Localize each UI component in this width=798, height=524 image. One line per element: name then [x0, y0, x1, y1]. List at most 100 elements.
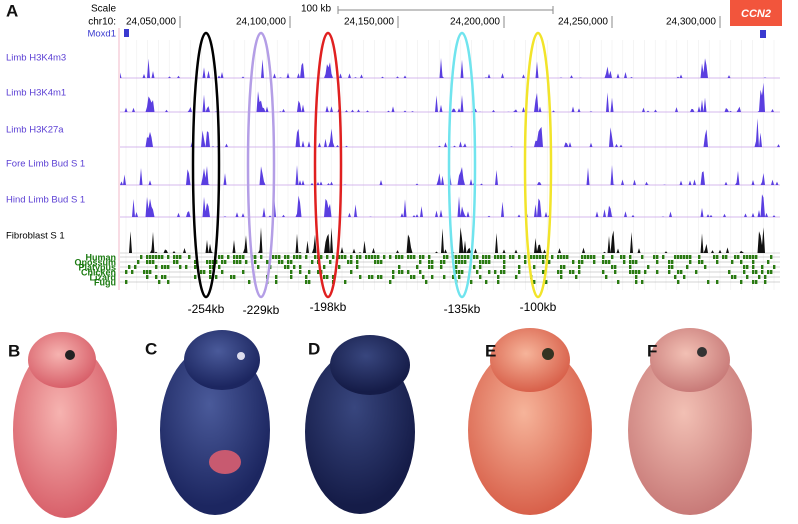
conservation-block: [542, 270, 545, 274]
conservation-block: [407, 255, 410, 259]
scale-bar-label: 100 kb: [301, 4, 331, 15]
conservation-block: [503, 270, 506, 274]
conservation-block: [713, 255, 716, 259]
conservation-block: [221, 255, 224, 259]
conservation-block: [488, 255, 491, 259]
gene-block: [760, 30, 766, 38]
conservation-block: [686, 255, 689, 259]
conservation-block: [299, 265, 302, 269]
conservation-block: [668, 260, 671, 264]
conservation-block: [488, 270, 491, 274]
conservation-block: [317, 270, 320, 274]
conservation-block: [758, 275, 761, 279]
embryo: [305, 335, 415, 514]
conservation-block: [188, 255, 191, 259]
conservation-block: [356, 255, 359, 259]
conservation-block: [686, 265, 689, 269]
conservation-block: [770, 270, 773, 274]
conservation-block: [614, 270, 617, 274]
track-label: Limb H3K4m1: [6, 88, 66, 99]
conservation-block: [218, 265, 221, 269]
conservation-block: [479, 275, 482, 279]
conservation-block: [512, 255, 515, 259]
conservation-block: [764, 280, 767, 284]
conservation-block: [305, 275, 308, 279]
conservation-block: [578, 270, 581, 274]
conservation-block: [338, 265, 341, 269]
conservation-block: [356, 265, 359, 269]
conservation-block: [173, 255, 176, 259]
conservation-block: [176, 260, 179, 264]
region-ellipse: [447, 31, 477, 299]
conservation-block: [611, 255, 614, 259]
conservation-block: [215, 260, 218, 264]
conservation-block: [401, 270, 404, 274]
conservation-block: [698, 255, 701, 259]
conservation-block: [494, 255, 497, 259]
conservation-block: [149, 270, 152, 274]
conservation-block: [743, 255, 746, 259]
conservation-block: [632, 270, 635, 274]
conservation-block: [185, 265, 188, 269]
conservation-block: [239, 255, 242, 259]
conservation-block: [125, 280, 128, 284]
conservation-block: [743, 270, 746, 274]
embryo: [160, 330, 270, 515]
region-label: -254kb: [188, 302, 225, 316]
conservation-block: [524, 255, 527, 259]
conservation-block: [344, 255, 347, 259]
conservation-block: [377, 255, 380, 259]
conservation-block: [629, 270, 632, 274]
conservation-block: [173, 260, 176, 264]
conservation-block: [176, 255, 179, 259]
panel-label: C: [145, 339, 157, 358]
conservation-block: [305, 280, 308, 284]
conservation-block: [161, 265, 164, 269]
conservation-block: [680, 270, 683, 274]
conservation-block: [374, 260, 377, 264]
conservation-block: [146, 260, 149, 264]
conservation-block: [380, 275, 383, 279]
conservation-block: [206, 260, 209, 264]
conservation-block: [281, 260, 284, 264]
conservation-block: [260, 255, 263, 259]
conservation-block: [155, 255, 158, 259]
conservation-block: [533, 255, 536, 259]
conservation-block: [731, 275, 734, 279]
conservation-block: [629, 265, 632, 269]
conservation-block: [755, 270, 758, 274]
conservation-block: [581, 260, 584, 264]
conservation-block: [500, 255, 503, 259]
region-ellipse: [191, 31, 221, 299]
conservation-block: [428, 260, 431, 264]
conservation-block: [461, 260, 464, 264]
conservation-block: [455, 270, 458, 274]
conservation-block: [653, 255, 656, 259]
conservation-block: [146, 275, 149, 279]
coordinate-label: 24,300,000: [666, 17, 716, 28]
conservation-block: [392, 270, 395, 274]
conservation-block: [209, 265, 212, 269]
conservation-block: [461, 255, 464, 259]
conservation-block: [389, 255, 392, 259]
track-label: Limb H3K27a: [6, 125, 64, 136]
conservation-block: [194, 260, 197, 264]
conservation-block: [638, 270, 641, 274]
conservation-block: [161, 255, 164, 259]
region-label: -229kb: [243, 303, 280, 317]
conservation-block: [440, 260, 443, 264]
conservation-block: [455, 255, 458, 259]
conservation-block: [494, 270, 497, 274]
conservation-block: [320, 255, 323, 259]
conservation-block: [749, 255, 752, 259]
conservation-block: [761, 270, 764, 274]
conservation-block: [548, 260, 551, 264]
conservation-block: [755, 280, 758, 284]
conservation-block: [284, 265, 287, 269]
coordinate-label: 24,200,000: [450, 17, 500, 28]
coordinate-label: 24,100,000: [236, 17, 286, 28]
conservation-block: [398, 270, 401, 274]
conservation-block: [236, 255, 239, 259]
conservation-block: [707, 280, 710, 284]
